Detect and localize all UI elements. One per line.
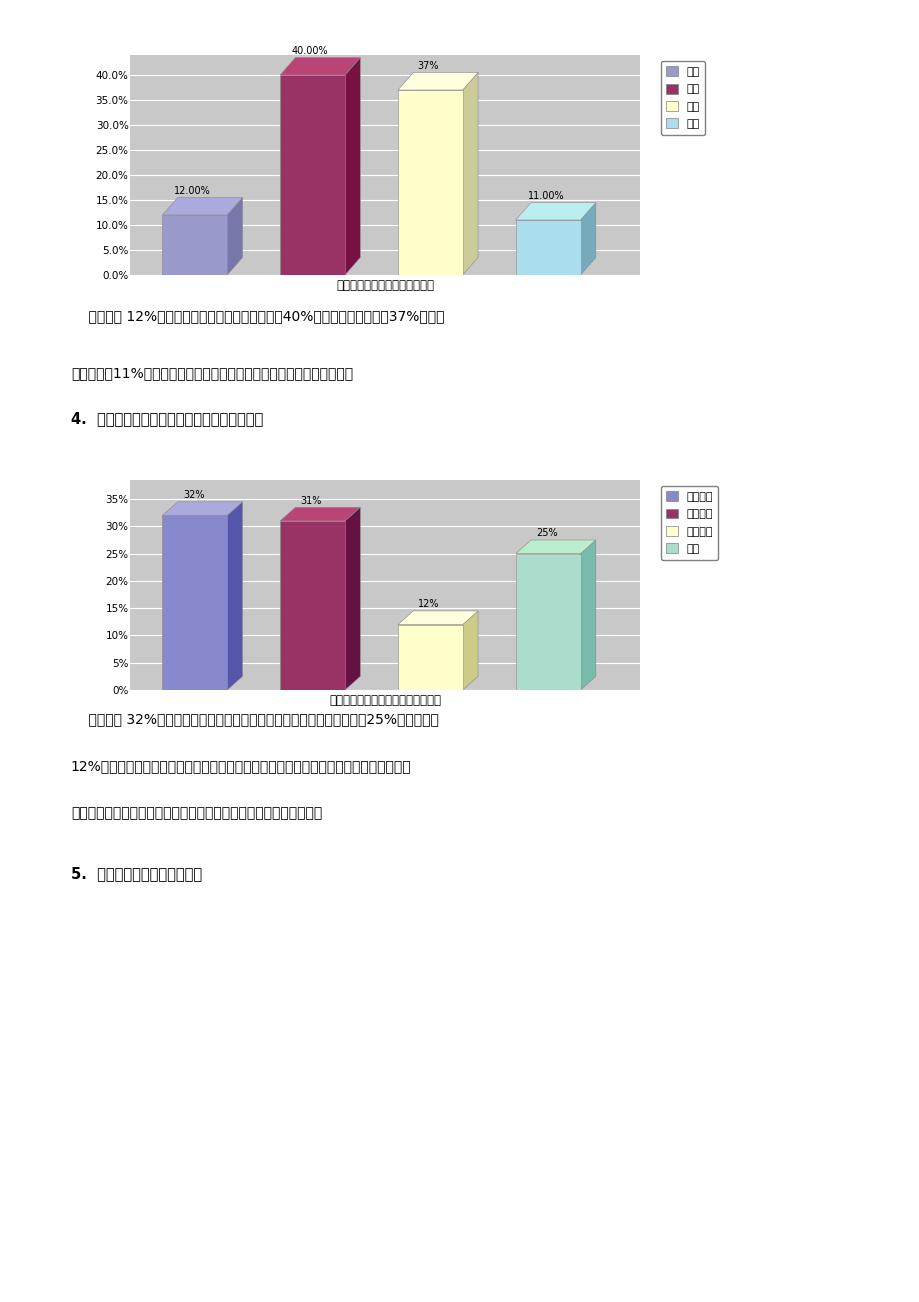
- Polygon shape: [163, 516, 227, 690]
- Polygon shape: [345, 57, 360, 275]
- Text: 分析：有 32%的大学生觉得购买苹果产品是出于攀比心理和从众心理，25%选择其她，: 分析：有 32%的大学生觉得购买苹果产品是出于攀比心理和从众心理，25%选择其她…: [71, 712, 438, 725]
- Polygon shape: [280, 76, 345, 275]
- Text: 37%: 37%: [417, 61, 438, 72]
- Polygon shape: [398, 611, 478, 625]
- Polygon shape: [163, 501, 243, 516]
- Text: 25%: 25%: [536, 529, 557, 538]
- Polygon shape: [580, 203, 596, 275]
- Polygon shape: [280, 508, 360, 521]
- Text: 学生看到别人购买后自己也喜欢跟风，然而真正觉得实用的却很少。: 学生看到别人购买后自己也喜欢跟风，然而真正觉得实用的却很少。: [71, 806, 322, 820]
- Text: 12%选择实用，目前诸多大学生觉得购买苹果手机就能显示自己地位身价等，尚有诸多大: 12%选择实用，目前诸多大学生觉得购买苹果手机就能显示自己地位身价等，尚有诸多大: [71, 759, 411, 773]
- Polygon shape: [280, 57, 360, 76]
- Polygon shape: [516, 203, 596, 220]
- Polygon shape: [516, 553, 580, 690]
- Text: 12%: 12%: [418, 599, 439, 609]
- Text: 31%: 31%: [301, 496, 322, 505]
- Polygon shape: [516, 220, 580, 275]
- Polygon shape: [398, 73, 478, 90]
- Legend: 很多, 一般, 很少, 没有: 很多, 一般, 很少, 没有: [660, 61, 705, 135]
- Polygon shape: [462, 611, 478, 690]
- Text: 12.00%: 12.00%: [174, 186, 210, 197]
- Polygon shape: [462, 73, 478, 275]
- Text: 11.00%: 11.00%: [527, 191, 563, 201]
- Polygon shape: [398, 625, 462, 690]
- Text: 32%: 32%: [183, 490, 204, 500]
- Polygon shape: [516, 540, 596, 553]
- Text: 分析：有 12%的大学生身边使用苹果的有诸多，40%的大学生身边一般，37%大学生: 分析：有 12%的大学生身边使用苹果的有诸多，40%的大学生身边一般，37%大学…: [71, 310, 444, 323]
- Text: 身边很少，11%大学生身边没有。阐明苹果产品已经在大学生身边蔭延。: 身边很少，11%大学生身边没有。阐明苹果产品已经在大学生身边蔭延。: [71, 366, 353, 380]
- X-axis label: 身边的亲朋好友使用苹果产品吗: 身边的亲朋好友使用苹果产品吗: [335, 279, 434, 292]
- Polygon shape: [163, 198, 243, 215]
- Polygon shape: [280, 521, 345, 690]
- Legend: 攀比心理, 从众心理, 实用心理, 其他: 攀比心理, 从众心理, 实用心理, 其他: [660, 486, 718, 560]
- Polygon shape: [398, 90, 462, 275]
- Polygon shape: [580, 540, 596, 690]
- Text: 4.  您觉得大学生购买苹果产品出于如何的心理: 4. 您觉得大学生购买苹果产品出于如何的心理: [71, 411, 263, 427]
- Polygon shape: [227, 501, 243, 690]
- Text: 5.  您对苹果产品的印象是什么: 5. 您对苹果产品的印象是什么: [71, 867, 202, 881]
- Polygon shape: [227, 198, 243, 275]
- X-axis label: 大学生购买苹果产品出于怎样的心理: 大学生购买苹果产品出于怎样的心理: [329, 694, 440, 707]
- Text: 40.00%: 40.00%: [291, 46, 328, 56]
- Polygon shape: [345, 508, 360, 690]
- Polygon shape: [163, 215, 227, 275]
